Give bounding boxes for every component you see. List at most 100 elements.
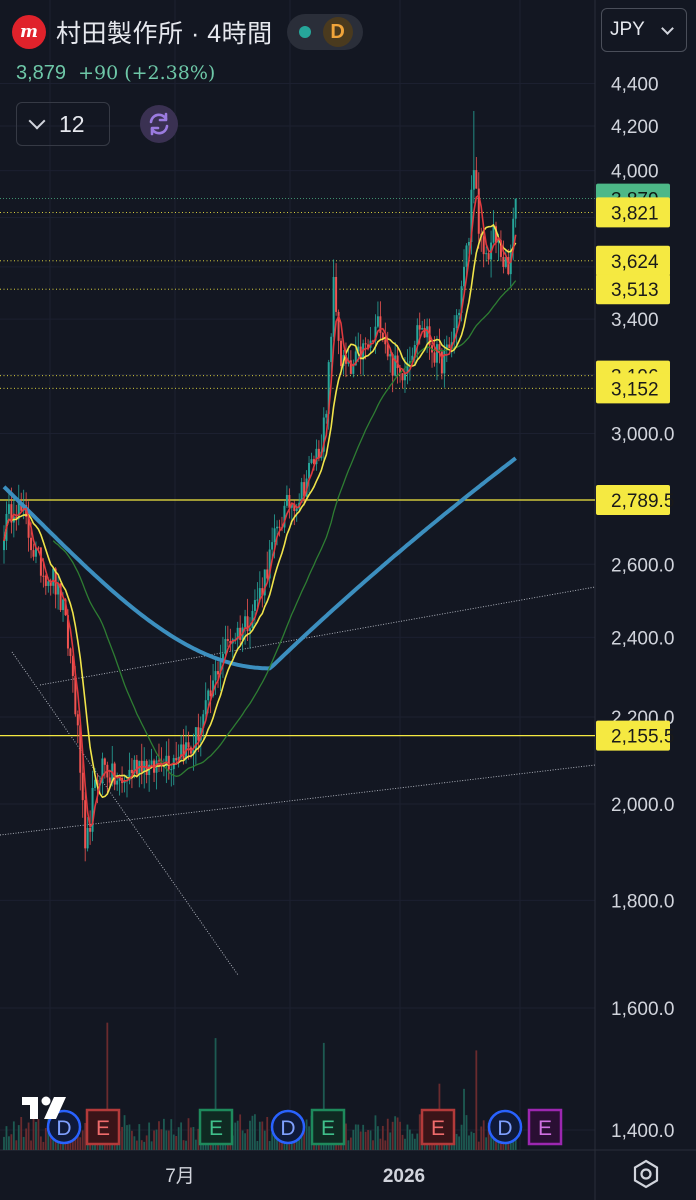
volume-bar	[148, 1122, 151, 1150]
volume-bar	[359, 1131, 362, 1150]
level-price-label: 2,155.5	[596, 720, 674, 751]
candle-body	[418, 325, 421, 330]
volume-bar	[278, 1138, 281, 1150]
candle-body	[308, 462, 311, 479]
volume-bar	[418, 1114, 421, 1150]
earnings-event-marker[interactable]: E	[85, 1108, 121, 1146]
volume-bar	[76, 1128, 79, 1150]
volume-bar	[135, 1140, 138, 1150]
dividend-event-marker[interactable]: D	[270, 1109, 306, 1145]
currency-selector[interactable]: JPY	[601, 8, 687, 52]
volume-bar	[192, 1126, 195, 1150]
candle-body	[337, 311, 340, 341]
candle-body	[212, 680, 215, 697]
volume-bar	[374, 1115, 377, 1150]
data-delay-badge[interactable]: D	[322, 17, 353, 47]
candle-body	[103, 758, 106, 765]
volume-bar	[372, 1140, 374, 1150]
event-box	[198, 1108, 234, 1146]
volume-bar	[300, 1130, 303, 1150]
volume-bar	[172, 1134, 175, 1150]
candle-body	[224, 639, 227, 654]
volume-bar	[354, 1124, 357, 1150]
earnings-event-marker[interactable]: E	[198, 1108, 234, 1146]
ma-short-line	[3, 194, 517, 828]
candle-body	[71, 656, 74, 676]
volume-bar	[413, 1138, 416, 1150]
candle-body	[504, 257, 507, 267]
volume-bar	[256, 1141, 259, 1150]
volume-bar	[5, 1126, 8, 1150]
candle-body	[421, 327, 424, 330]
volume-bar	[37, 1119, 40, 1150]
status-pill[interactable]: D	[286, 14, 363, 50]
trend-line-upper	[39, 586, 596, 686]
candle-body	[349, 360, 352, 374]
volume-bar	[399, 1121, 401, 1150]
volume-bar	[197, 1128, 200, 1150]
earnings-event-marker[interactable]: E	[310, 1108, 346, 1146]
candle-body	[253, 600, 256, 611]
event-box	[420, 1108, 456, 1146]
earnings-event-marker[interactable]: E	[420, 1108, 456, 1146]
candle-body	[10, 504, 13, 523]
volume-bar	[121, 1126, 123, 1150]
volume-bar	[22, 1136, 25, 1150]
candle-body	[30, 537, 33, 551]
volume-bar	[254, 1114, 256, 1150]
candle-body	[293, 503, 296, 512]
dividend-event-marker[interactable]: D	[487, 1109, 523, 1145]
volume-bar	[290, 1140, 293, 1150]
last-price: 3,879	[16, 62, 67, 84]
volume-bar	[81, 1130, 84, 1150]
candle-body	[276, 526, 279, 529]
volume-bar	[10, 1134, 13, 1150]
candle-body	[123, 781, 126, 784]
price-tick-label: 1,800.0	[611, 891, 674, 912]
volume-bar	[394, 1116, 397, 1150]
volume-bar	[236, 1120, 239, 1150]
level-price-label: 3,624	[596, 245, 670, 276]
time-axis[interactable]: 7月 2026	[165, 1166, 425, 1187]
event-letter: E	[209, 1117, 223, 1140]
candle-body	[94, 779, 97, 788]
volume-bar	[155, 1129, 158, 1150]
candle-body	[438, 344, 441, 352]
price-axis[interactable]: 4,400 4,200 4,000 3,400 3,000.0 2,600.0 2,400.…	[611, 74, 674, 1142]
candle-body	[261, 588, 264, 596]
candle-body	[256, 599, 259, 601]
candle-body	[465, 245, 468, 267]
volume-bar	[123, 1115, 126, 1150]
volume-bar	[128, 1124, 131, 1150]
volume-bar	[485, 1137, 488, 1150]
settings-icon[interactable]	[630, 1158, 662, 1190]
candle-body	[440, 351, 443, 374]
candle-body	[376, 316, 379, 327]
candle-body	[52, 568, 55, 586]
sync-button[interactable]	[140, 105, 178, 143]
event-letter: E	[321, 1117, 335, 1140]
volume-bar	[40, 1136, 42, 1150]
candle-body	[288, 495, 291, 508]
price-label-box	[596, 720, 670, 751]
volume-bar	[460, 1124, 463, 1150]
interval-selector[interactable]: 12	[16, 102, 110, 146]
earnings-event-marker[interactable]: E	[527, 1108, 563, 1146]
volume-bar	[384, 1140, 387, 1150]
symbol-title[interactable]: 村田製作所 · 4時間	[56, 20, 273, 48]
volume-bar	[377, 1126, 379, 1150]
candle-body	[310, 459, 313, 463]
price-tick-label: 1,600.0	[611, 999, 674, 1020]
candle-body	[32, 550, 35, 557]
candle-body	[207, 690, 210, 701]
candle-body	[317, 448, 320, 459]
volume-bar	[455, 1133, 458, 1150]
volume-bar	[153, 1130, 155, 1150]
candle-body	[445, 344, 448, 351]
candle-body	[475, 170, 478, 189]
volume-bar	[347, 1140, 350, 1150]
candle-body	[472, 170, 475, 190]
